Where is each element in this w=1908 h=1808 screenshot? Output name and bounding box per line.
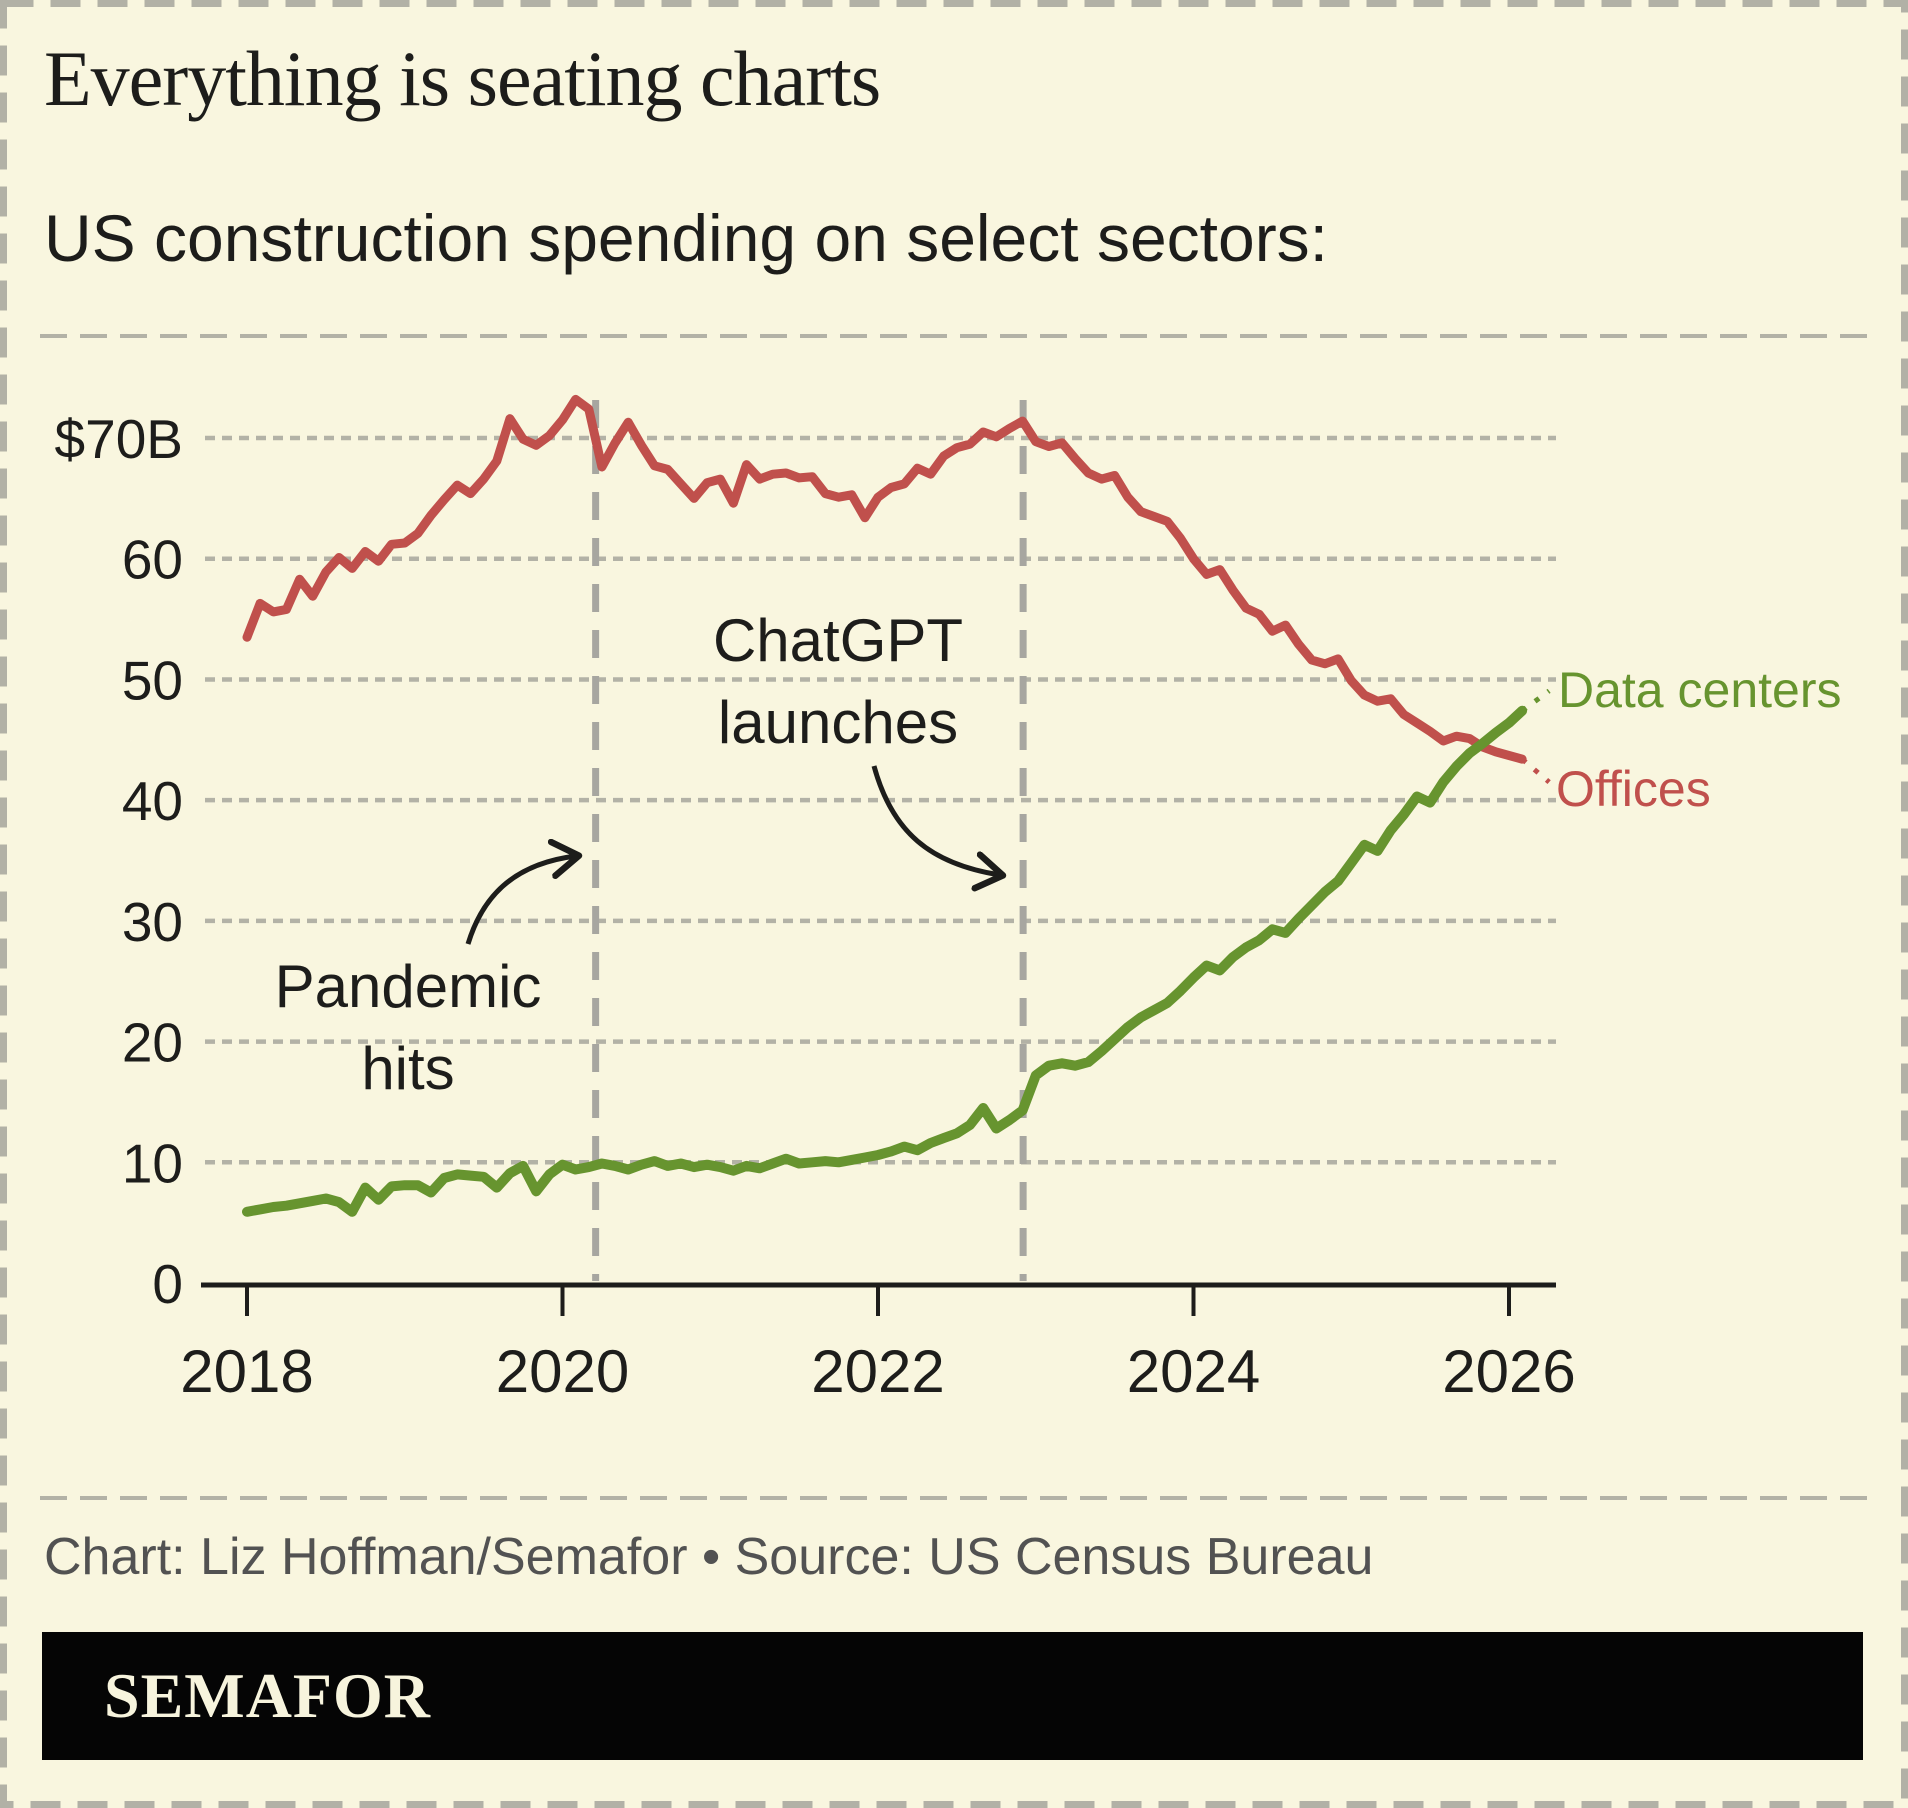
chatgpt-arrow xyxy=(871,765,1000,875)
y-tick-label-10: 10 xyxy=(122,1132,183,1194)
x-tick-label-2018: 2018 xyxy=(180,1338,313,1405)
y-tick-label-50: 50 xyxy=(122,649,183,711)
x-tick-label-2022: 2022 xyxy=(811,1338,944,1405)
y-tick-label-0: 0 xyxy=(152,1253,183,1315)
y-tick-label-30: 30 xyxy=(122,891,183,953)
offices-leader xyxy=(1520,757,1551,785)
offices-series-label: Offices xyxy=(1556,761,1711,817)
data-centers-leader xyxy=(1520,688,1551,713)
chart-subtitle: US construction spending on select secto… xyxy=(44,201,1329,275)
y-tick-label-40: 40 xyxy=(122,770,183,832)
y-tick-label-20: 20 xyxy=(122,1012,183,1074)
page-title: Everything is seating charts xyxy=(44,35,881,122)
semafor-logo-bar: SEMAFOR xyxy=(42,1632,1863,1760)
data-centers-line xyxy=(242,705,1528,1217)
y-tick-label-70: $70B xyxy=(55,408,183,470)
x-tick-label-2020: 2020 xyxy=(496,1338,629,1405)
x-tick-label-2026: 2026 xyxy=(1442,1338,1575,1405)
pandemic-arrow xyxy=(465,856,576,945)
semafor-logo: SEMAFOR xyxy=(104,1660,431,1731)
source-credit: Chart: Liz Hoffman/Semafor • Source: US … xyxy=(44,1528,1374,1586)
annotation-pandemic-hits: Pandemic hits xyxy=(274,953,542,1102)
offices-line xyxy=(242,394,1527,764)
annotation-chatgpt-launches: ChatGPT launches xyxy=(712,607,964,756)
x-tick-label-2024: 2024 xyxy=(1127,1338,1260,1405)
y-tick-label-60: 60 xyxy=(122,529,183,591)
data-centers-series-label: Data centers xyxy=(1558,662,1842,718)
